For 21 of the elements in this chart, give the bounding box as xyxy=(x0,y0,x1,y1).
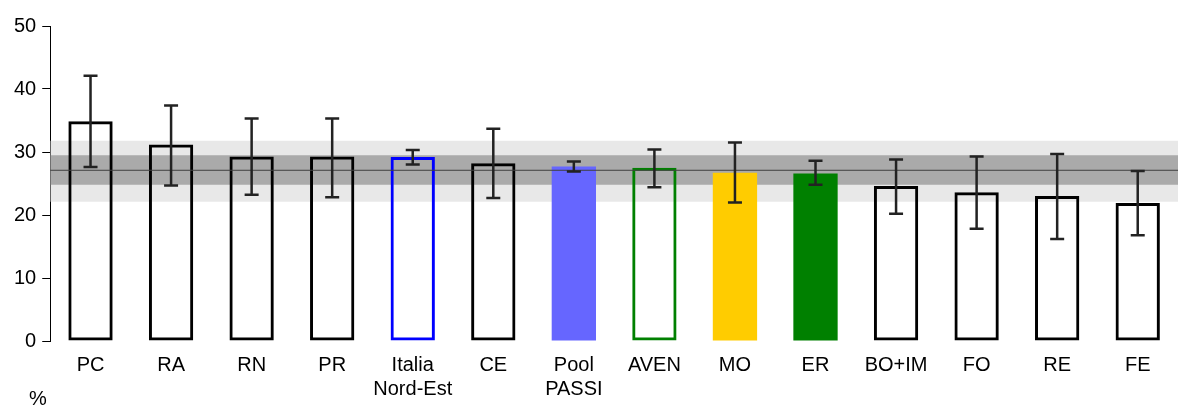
x-tick-label: CE xyxy=(479,352,508,375)
x-tick-label: BO+IM xyxy=(864,352,928,375)
x-tick-label: Pool PASSI xyxy=(545,352,603,399)
y-tick-label: 10 xyxy=(14,265,37,288)
x-tick-label: RN xyxy=(237,352,267,375)
x-tick-label: ER xyxy=(801,352,830,375)
y-tick-label: 0 xyxy=(25,328,37,351)
x-tick-label: RE xyxy=(1043,352,1072,375)
x-tick-label: Italia Nord-Est xyxy=(373,352,453,399)
y-axis-title: % xyxy=(29,386,48,409)
x-tick-label: FE xyxy=(1124,352,1151,375)
x-tick-label: MO xyxy=(718,352,752,375)
y-tick-label: 30 xyxy=(14,139,37,162)
y-tick-label: 50 xyxy=(14,13,37,36)
x-tick-label: FO xyxy=(962,352,991,375)
y-tick-label: 40 xyxy=(14,76,37,99)
x-tick-label: PR xyxy=(318,352,347,375)
x-tick-label: PC xyxy=(76,352,105,375)
x-tick-label: RA xyxy=(157,352,186,375)
y-tick-label: 20 xyxy=(14,202,37,225)
x-tick-label: AVEN xyxy=(627,352,681,375)
